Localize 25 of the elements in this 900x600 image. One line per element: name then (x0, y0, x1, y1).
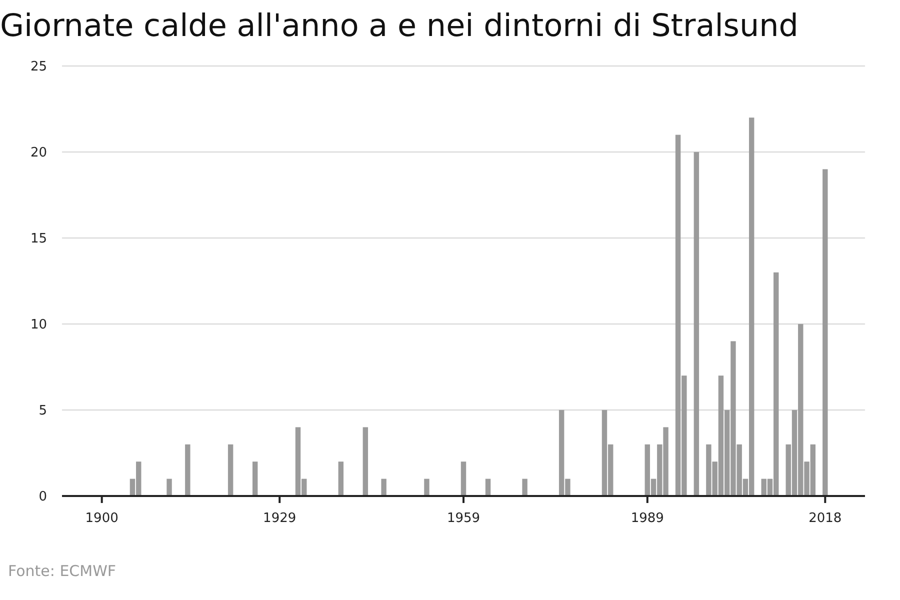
bar (338, 462, 344, 496)
x-tick-label: 1989 (630, 511, 664, 526)
bar (228, 444, 234, 496)
y-tick-label: 0 (38, 490, 47, 505)
bar (166, 478, 172, 496)
x-tick-label: 2018 (808, 511, 842, 526)
bar (822, 169, 828, 496)
bar (694, 152, 700, 496)
x-tick-label: 1929 (263, 511, 296, 526)
y-tick-label: 25 (30, 60, 47, 75)
bar (460, 462, 466, 496)
bar (381, 478, 386, 496)
x-tick-label: 1900 (85, 511, 118, 526)
bar (362, 427, 368, 496)
bar (185, 444, 190, 496)
y-tick-label: 15 (30, 232, 47, 247)
y-tick-label: 10 (30, 318, 47, 333)
y-tick-label: 5 (38, 404, 47, 419)
bar (252, 462, 258, 496)
bar (522, 478, 528, 496)
y-tick-label: 20 (30, 146, 47, 161)
source-note: Fonte: ECMWF (8, 562, 116, 580)
bar (424, 478, 430, 496)
chart-title: Giornate calde all'anno a e nei dintorni di Stralsund (0, 8, 798, 44)
x-tick-label: 1959 (446, 511, 480, 526)
